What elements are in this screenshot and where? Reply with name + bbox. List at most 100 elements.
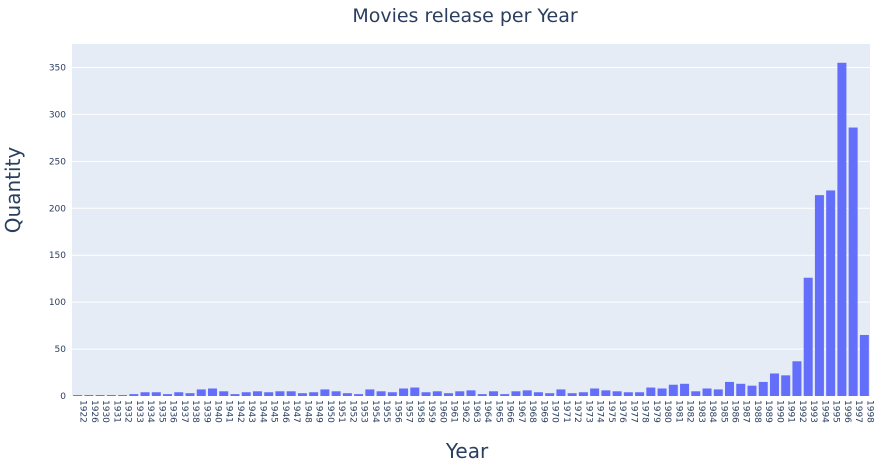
x-tick-label: 1980 <box>662 400 672 423</box>
bar <box>567 393 577 396</box>
x-tick-label: 1998 <box>864 400 874 423</box>
x-tick-label: 1991 <box>786 400 796 423</box>
x-tick-label: 1983 <box>696 400 706 423</box>
bar <box>95 395 105 396</box>
x-tick-label: 1948 <box>302 400 312 423</box>
x-tick-label: 1939 <box>201 400 211 423</box>
x-tick-label: 1970 <box>550 400 560 423</box>
bar <box>657 388 667 396</box>
x-tick-label: 1996 <box>842 400 852 423</box>
bar <box>769 373 779 396</box>
x-tick-label: 1979 <box>651 400 661 423</box>
bar <box>219 391 229 396</box>
bar <box>859 334 869 396</box>
y-axis-title: Quantity <box>1 147 25 234</box>
x-tick-label: 1995 <box>831 400 841 423</box>
y-tick-label: 200 <box>49 204 66 214</box>
bar <box>466 390 476 396</box>
x-tick-label: 1990 <box>774 400 784 423</box>
bar <box>309 392 319 396</box>
bar <box>297 393 307 396</box>
bar <box>151 392 161 396</box>
bar <box>432 391 442 396</box>
bar <box>477 394 487 396</box>
x-tick-label: 1984 <box>707 400 717 423</box>
bars <box>73 62 869 397</box>
bar <box>826 190 836 396</box>
x-tick-label: 1992 <box>797 400 807 423</box>
bar <box>781 375 791 396</box>
bar <box>545 393 555 396</box>
y-tick-label: 250 <box>49 157 66 167</box>
x-tick-label: 1942 <box>235 400 245 423</box>
x-tick-label: 1994 <box>819 400 829 423</box>
bar <box>837 62 847 396</box>
y-tick-label: 150 <box>49 251 66 261</box>
x-tick-label: 1930 <box>100 400 110 423</box>
bar <box>713 389 723 396</box>
x-axis-ticks: 1922 1926 1930 1931 1932 1933 1934 1935 1936 1937… <box>78 400 875 423</box>
bar <box>84 395 94 396</box>
x-tick-label: 1960 <box>437 400 447 423</box>
bar <box>736 383 746 396</box>
x-tick-label: 1975 <box>606 400 616 423</box>
x-tick-label: 1945 <box>269 400 279 423</box>
x-tick-label: 1956 <box>392 400 402 423</box>
bar <box>803 277 813 396</box>
bar <box>623 392 633 396</box>
x-tick-label: 1935 <box>156 400 166 423</box>
bar <box>725 381 735 396</box>
x-tick-label: 1947 <box>291 400 301 423</box>
x-tick-label: 1955 <box>381 400 391 423</box>
bar <box>286 391 296 396</box>
x-tick-label: 1966 <box>505 400 515 423</box>
bar <box>511 391 521 396</box>
bar <box>691 391 701 396</box>
bar <box>814 195 824 396</box>
bar <box>792 361 802 396</box>
x-tick-label: 1957 <box>404 400 414 423</box>
x-tick-label: 1972 <box>572 400 582 423</box>
x-tick-label: 1952 <box>347 400 357 423</box>
x-tick-label: 1953 <box>359 400 369 423</box>
bar <box>522 390 532 396</box>
x-axis-title: Year <box>445 439 489 463</box>
bar <box>354 394 364 396</box>
x-tick-label: 1973 <box>583 400 593 423</box>
bar <box>331 391 341 396</box>
x-tick-label: 1978 <box>640 400 650 423</box>
bar <box>848 127 858 397</box>
x-tick-label: 1985 <box>718 400 728 423</box>
y-tick-label: 350 <box>49 63 66 73</box>
x-tick-label: 1974 <box>595 400 605 423</box>
bar <box>252 391 262 396</box>
y-tick-label: 50 <box>55 345 67 355</box>
bar <box>241 392 251 396</box>
bar <box>488 391 498 396</box>
bar <box>410 387 420 396</box>
x-tick-label: 1971 <box>561 400 571 423</box>
chart-title: Movies release per Year <box>352 5 578 27</box>
bar <box>264 392 274 396</box>
y-tick-label: 0 <box>60 392 66 402</box>
bar <box>421 392 431 396</box>
bar <box>601 390 611 396</box>
bar <box>635 392 645 396</box>
bar <box>118 395 128 396</box>
plot-area <box>72 44 870 396</box>
bar <box>174 392 184 396</box>
x-tick-label: 1933 <box>134 400 144 423</box>
bar <box>668 384 678 396</box>
x-tick-label: 1941 <box>224 400 234 423</box>
bar <box>590 388 600 396</box>
bar <box>140 392 150 396</box>
y-tick-label: 300 <box>49 110 66 120</box>
x-tick-label: 1938 <box>190 400 200 423</box>
x-tick-label: 1986 <box>730 400 740 423</box>
x-tick-label: 1944 <box>257 400 267 423</box>
bar <box>129 394 139 396</box>
bar <box>444 393 454 396</box>
x-tick-label: 1977 <box>628 400 638 423</box>
bar <box>230 394 240 396</box>
x-tick-label: 1964 <box>482 400 492 423</box>
